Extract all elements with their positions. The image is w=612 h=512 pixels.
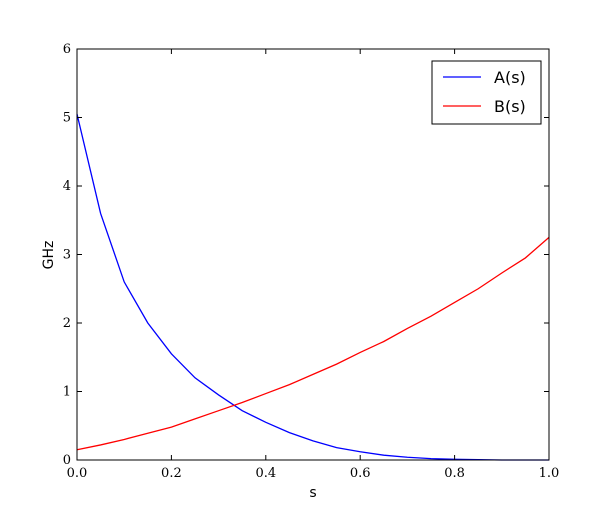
series-line-b xyxy=(76,236,550,451)
x-tick-label: 0.2 xyxy=(161,466,182,481)
plot-frame xyxy=(76,48,550,461)
legend-frame xyxy=(431,60,542,125)
legend: A(s) B(s) xyxy=(431,60,542,125)
y-tick-label: 1 xyxy=(63,385,71,400)
x-tick-label: 1.0 xyxy=(539,466,560,481)
x-tick-label: 0.6 xyxy=(350,466,371,481)
x-tick-label: 0.8 xyxy=(444,466,465,481)
ticks-layer: 0.0 0.2 0.4 0.6 0.8 1.0 0 1 2 3 4 5 6 xyxy=(63,42,560,481)
y-tick-label: 2 xyxy=(63,316,71,331)
y-tick-label: 0 xyxy=(63,453,71,468)
x-axis-label: s xyxy=(309,485,316,501)
x-tick-label: 0.0 xyxy=(67,466,88,481)
y-tick-label: 6 xyxy=(63,42,71,57)
y-tick-label: 3 xyxy=(63,248,71,263)
legend-label-a: A(s) xyxy=(494,68,526,87)
y-axis-label: GHz xyxy=(41,241,57,270)
y-tick-label: 4 xyxy=(63,179,71,194)
legend-label-b: B(s) xyxy=(494,97,526,116)
x-tick-label: 0.4 xyxy=(255,466,276,481)
y-tick-label: 5 xyxy=(63,111,71,126)
